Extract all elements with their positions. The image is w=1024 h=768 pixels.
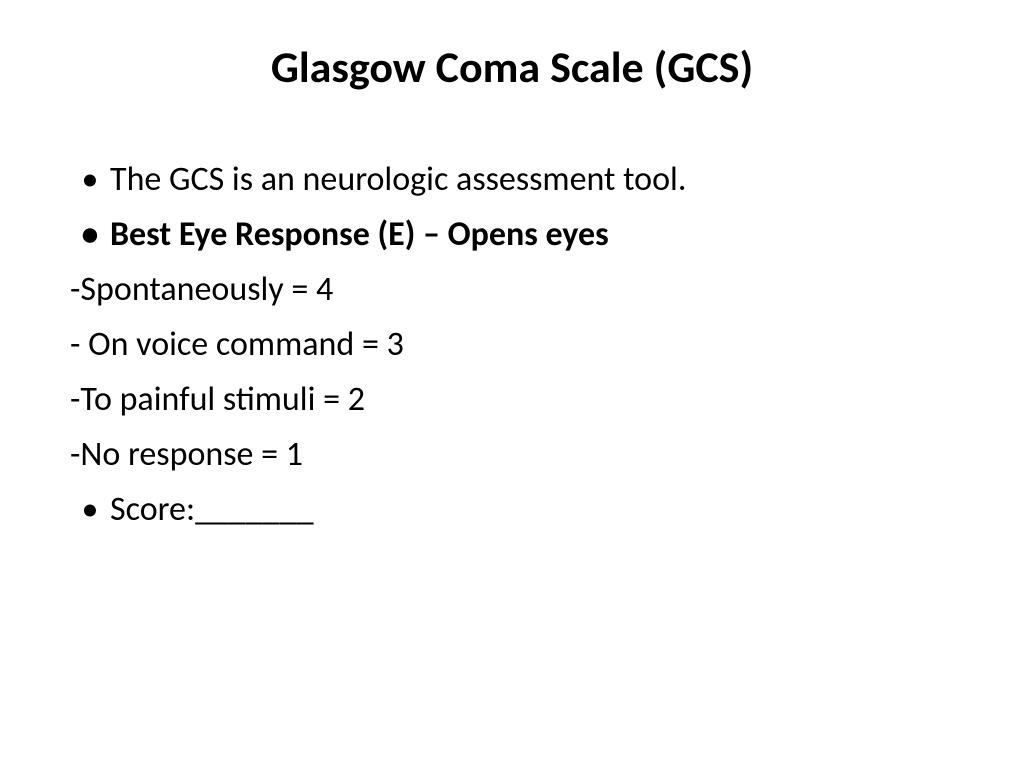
slide-container: Glasgow Coma Scale (GCS) • The GCS is an… <box>0 0 1024 768</box>
dash-item: -To painful stimuli = 2 <box>70 374 954 425</box>
dash-item: -Spontaneously = 4 <box>70 264 954 315</box>
bullet-text: Score:_______ <box>110 484 954 535</box>
bullet-marker-icon: • <box>70 209 110 260</box>
bullet-marker-icon: • <box>70 154 110 205</box>
dash-item: -No response = 1 <box>70 429 954 480</box>
bullet-text: Best Eye Response (E) – Opens eyes <box>110 209 954 260</box>
bullet-item: • The GCS is an neurologic assessment to… <box>70 154 954 205</box>
bullet-item: • Best Eye Response (E) – Opens eyes <box>70 209 954 260</box>
slide-body: • The GCS is an neurologic assessment to… <box>70 154 954 535</box>
slide-title: Glasgow Coma Scale (GCS) <box>70 40 954 94</box>
bullet-item: • Score:_______ <box>70 484 954 535</box>
dash-item: - On voice command = 3 <box>70 319 954 370</box>
bullet-text: The GCS is an neurologic assessment tool… <box>110 154 954 205</box>
bullet-marker-icon: • <box>70 484 110 535</box>
